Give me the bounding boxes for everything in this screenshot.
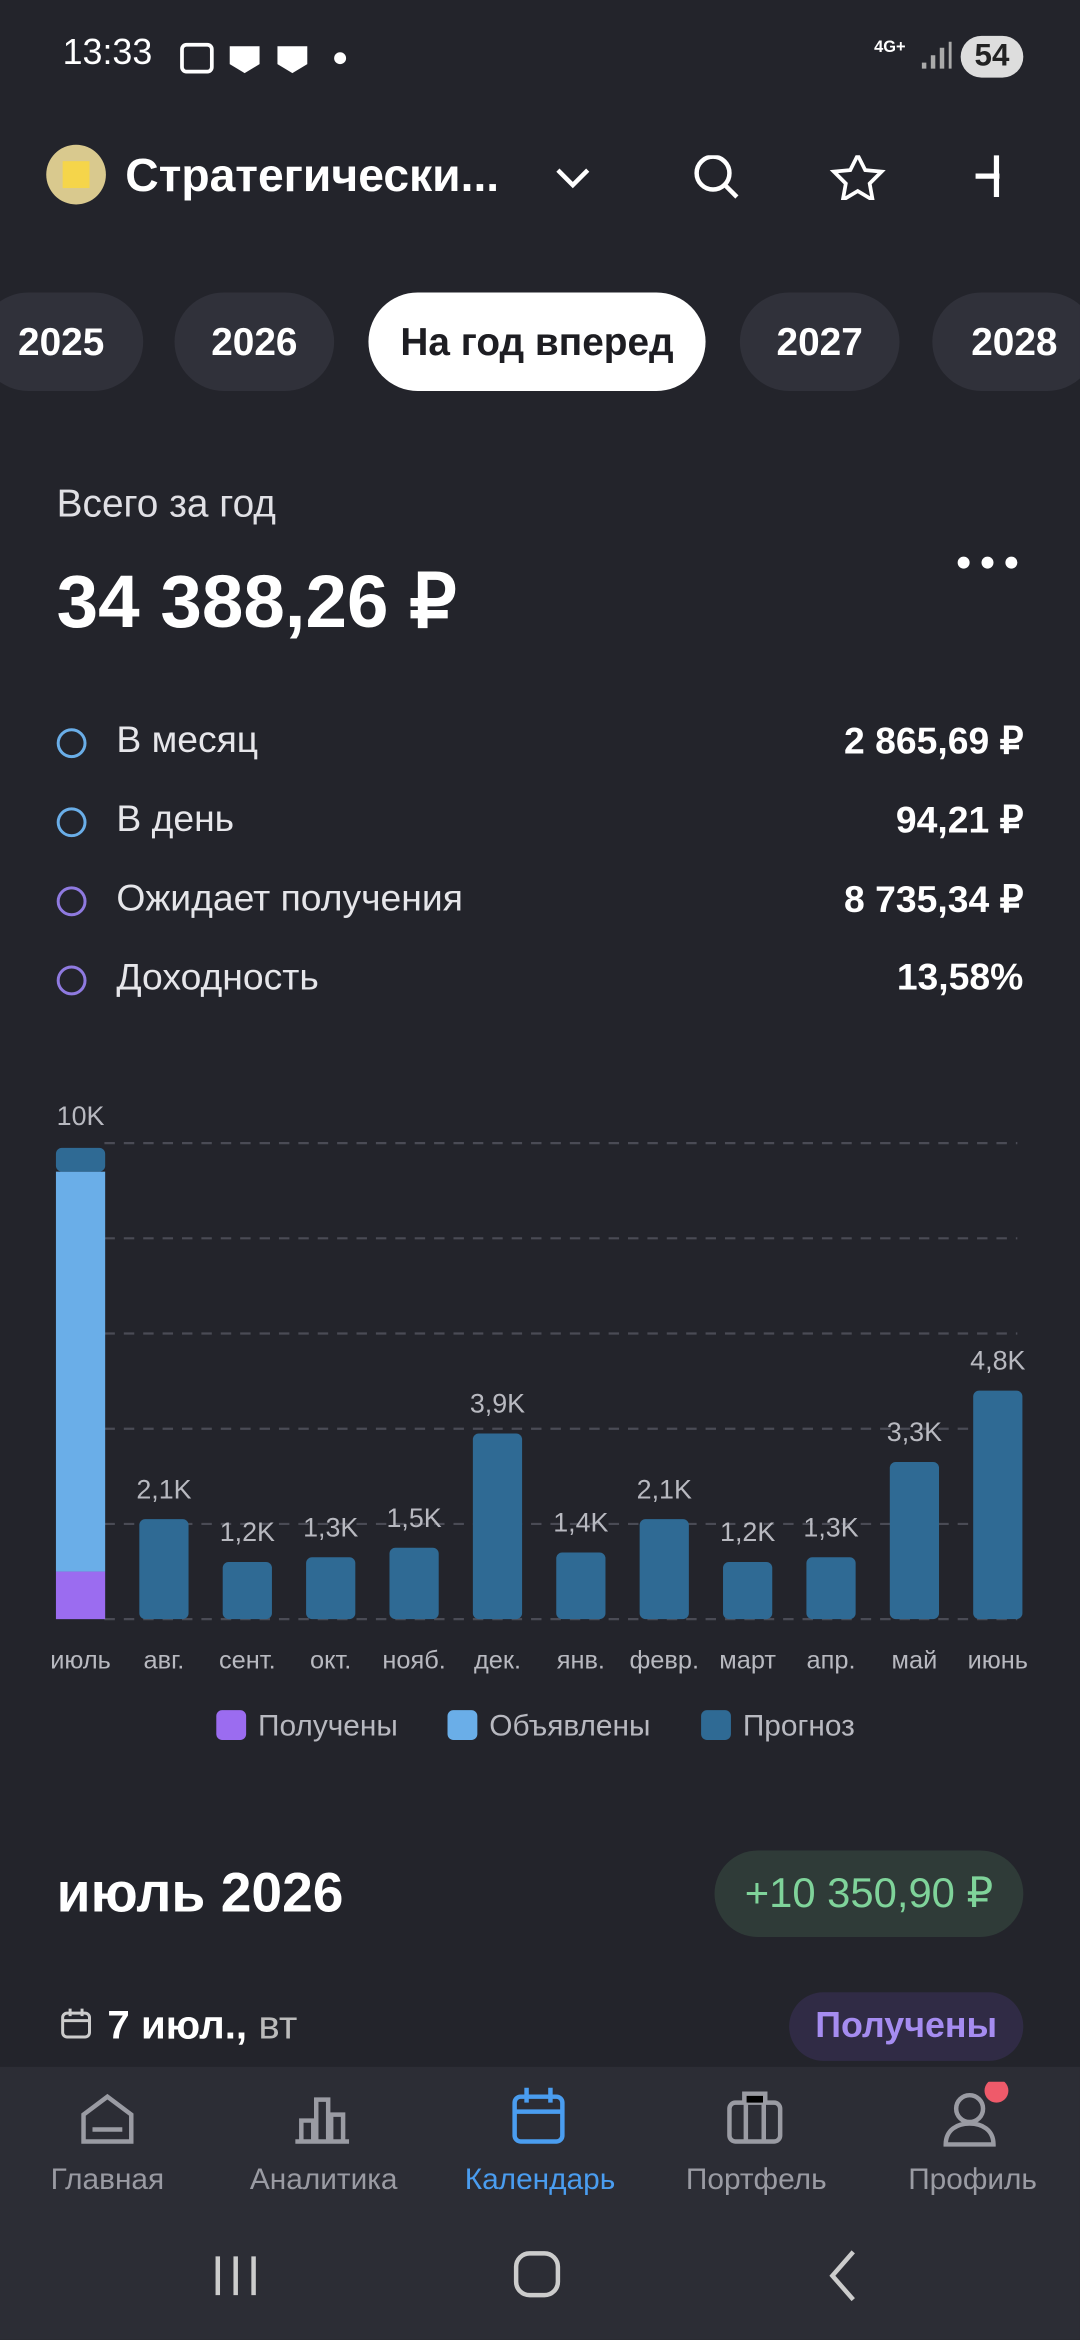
bar-segment	[139, 1519, 189, 1620]
nav-icons	[81, 2081, 1009, 2147]
row-label: Ожидает получения	[116, 877, 463, 920]
x-tick-label: янв.	[557, 1646, 605, 1674]
value-label: 1,3K	[303, 1512, 358, 1542]
nav-item[interactable]: Портфель	[685, 2163, 827, 2197]
status-time: 13:33	[62, 32, 153, 74]
bar-segment	[556, 1552, 606, 1620]
x-tick-label: окт.	[310, 1646, 351, 1674]
summary-row: Ожидает получения 8 735,34 ₽	[56, 874, 1024, 934]
bar-segment	[889, 1462, 940, 1620]
summary-row: Доходность 13,58%	[56, 954, 1024, 1014]
legend-swatch	[701, 1710, 731, 1741]
year-tab[interactable]: 2025	[0, 292, 144, 391]
summary-total: 34 388,26 ₽	[56, 559, 457, 644]
x-tick-label: март	[719, 1646, 776, 1674]
value-label: 2,1K	[637, 1474, 692, 1504]
value-label: 2,1K	[136, 1474, 191, 1504]
value-label: 3,3K	[887, 1417, 942, 1447]
row-label: Доходность	[116, 956, 319, 999]
marker	[56, 965, 87, 996]
calendar-icon	[61, 2008, 91, 2039]
year-tab[interactable]: 2026	[174, 292, 335, 391]
x-tick-label: апр.	[807, 1646, 856, 1674]
x-tick-label: дек.	[474, 1646, 521, 1674]
date: 7 июл.,	[107, 2002, 248, 2048]
x-tick-label: сент.	[219, 1646, 276, 1674]
month-title: июль 2026	[56, 1862, 344, 1924]
x-tick-label: июль	[50, 1646, 111, 1674]
month-amount: +10 350,90 ₽	[714, 1850, 1024, 1938]
portfolio-title[interactable]: Стратегически...	[125, 149, 500, 202]
bar-segment	[723, 1562, 773, 1620]
system-nav	[215, 2250, 855, 2302]
chart: 10K июль 2,1K авг. 1,2K сент. 1,3K окт. 1,5K нояб…	[50, 1101, 1028, 1743]
bar-segment	[389, 1547, 439, 1620]
legend-swatch	[447, 1710, 478, 1741]
payment-date: 7 июл., вт	[107, 2003, 297, 2049]
bar-segment	[472, 1433, 523, 1620]
legend-swatch	[216, 1710, 247, 1741]
value-label: 1,4K	[553, 1508, 608, 1538]
bar-segment	[55, 1571, 106, 1620]
weekday: вт	[258, 2002, 298, 2048]
bar-segment	[639, 1519, 689, 1620]
x-tick-label: нояб.	[382, 1646, 445, 1674]
row-value: 94,21 ₽	[895, 799, 1024, 842]
marker	[56, 886, 87, 917]
legend-label: Объявлены	[489, 1710, 650, 1743]
summary-label: Всего за год	[56, 480, 276, 526]
legend-label: Получены	[258, 1710, 398, 1743]
network: 4G+	[874, 38, 906, 57]
nav-item[interactable]: Главная	[50, 2163, 165, 2197]
value-label: 4,8K	[970, 1346, 1025, 1376]
value-label: 1,2K	[220, 1517, 275, 1547]
bar-segment	[806, 1557, 856, 1620]
bar-segment	[973, 1390, 1023, 1620]
year-tab-active[interactable]: На год вперед	[368, 292, 706, 391]
x-tick-label: май	[892, 1646, 938, 1674]
bar-segment	[55, 1147, 106, 1172]
value-label: 1,3K	[803, 1512, 858, 1542]
marker	[56, 807, 87, 838]
row-value: 2 865,69 ₽	[844, 720, 1024, 763]
row-label: В день	[116, 798, 235, 841]
more-button[interactable]	[955, 552, 1021, 573]
legend-label: Прогноз	[743, 1710, 855, 1743]
marker	[56, 728, 87, 759]
nav-item[interactable]: Профиль	[908, 2163, 1037, 2197]
status-badge: Получены	[789, 1992, 1024, 2061]
nav-item[interactable]: Аналитика	[249, 2163, 398, 2197]
x-tick-label: февр.	[629, 1646, 699, 1674]
bar-segment	[222, 1562, 272, 1620]
x-tick-label: авг.	[144, 1646, 185, 1674]
header-icons[interactable]	[552, 155, 1000, 200]
bar-segment	[306, 1557, 356, 1620]
row-value: 13,58%	[896, 956, 1024, 999]
x-tick-label: июнь	[968, 1646, 1028, 1674]
row-value: 8 735,34 ₽	[844, 878, 1024, 921]
signal	[921, 41, 952, 69]
bar-segment	[55, 1171, 106, 1572]
year-tab[interactable]: 2027	[739, 292, 900, 391]
nav-item-active[interactable]: Календарь	[464, 2163, 616, 2197]
summary-row: В месяц 2 865,69 ₽	[56, 716, 1024, 776]
battery: 54	[960, 35, 1024, 78]
year-tab[interactable]: 2028	[932, 292, 1080, 391]
status-icons	[179, 42, 347, 74]
y-tick-label: 10K	[57, 1101, 105, 1131]
row-label: В месяц	[116, 719, 259, 762]
summary-row: В день 94,21 ₽	[56, 795, 1024, 855]
value-label: 1,5K	[386, 1503, 441, 1533]
logo	[46, 144, 106, 205]
value-label: 3,9K	[470, 1389, 525, 1419]
value-label: 1,2K	[720, 1517, 775, 1547]
